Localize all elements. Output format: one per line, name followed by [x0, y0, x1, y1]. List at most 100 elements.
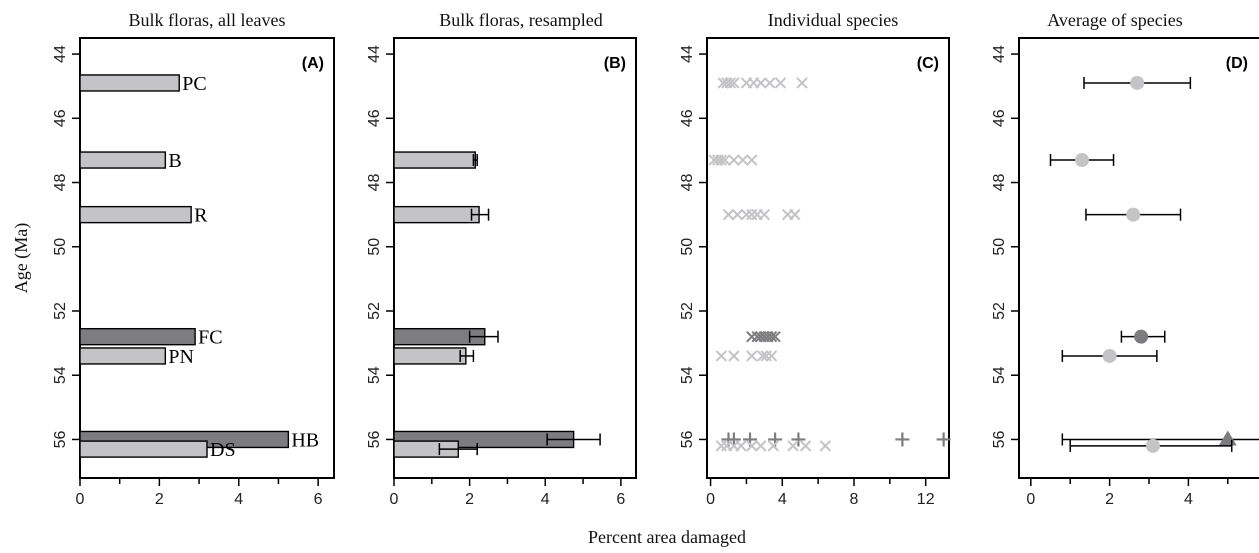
- panel-c-y-tick-label: 50: [679, 238, 696, 256]
- panel-c-point-plus: [791, 432, 806, 447]
- panel-c-frame: [706, 37, 950, 479]
- panel-d-point-circle: [1102, 348, 1117, 363]
- panel-a-x-tick-label: 4: [234, 491, 243, 508]
- panel-a-site-label: DS: [210, 439, 236, 461]
- panel-c-point-cross: [731, 208, 744, 221]
- panel-c-y-tick-label: 56: [679, 430, 696, 448]
- panel-a-bar: [79, 74, 180, 92]
- panel-d-point-circle: [1126, 207, 1141, 222]
- panel-c-point-cross: [799, 440, 812, 452]
- panel-a-site-label: PC: [182, 73, 206, 95]
- panel-a-y-tick-label: 46: [52, 109, 69, 127]
- panel-b-bar: [393, 151, 476, 169]
- panel-d-y-tick-label: 52: [991, 302, 1008, 320]
- panel-c-point-plus: [895, 432, 910, 447]
- panel-a-bar: [79, 347, 167, 365]
- panel-c-point-cross: [774, 77, 787, 89]
- panel-d-point-triangle: [1218, 430, 1237, 446]
- panel-b-x-tick-label: 6: [616, 491, 625, 508]
- panel-a-x-tick-label: 0: [76, 491, 85, 508]
- panel-c-point-cross: [819, 440, 832, 452]
- panel-c-point-cross: [746, 208, 758, 221]
- panel-c-label: (C): [917, 55, 939, 72]
- panel-b-y-tick-label: 54: [366, 366, 383, 384]
- panel-c-point-cross: [737, 154, 749, 166]
- panel-c-point-cross: [740, 208, 753, 221]
- panel-c-point-cross: [755, 440, 767, 452]
- panel-a-title: Bulk floras, all leaves: [129, 10, 286, 30]
- panel-d-x-tick-label: 0: [1026, 491, 1035, 508]
- panel-c-point-cross: [746, 330, 758, 343]
- panel-c-point-plus: [726, 432, 741, 447]
- panel-c-point-cross: [764, 77, 776, 89]
- panel-a-site-label: PN: [168, 346, 194, 368]
- panel-a-bar: [79, 205, 192, 224]
- panel-c-x-tick-label: 8: [850, 491, 859, 508]
- panel-b-x-tick-label: 2: [465, 491, 474, 508]
- panel-c-x-tick-label: 0: [706, 491, 715, 508]
- panel-b: Bulk floras, resampled (B) 0 2 4 6444648505…: [366, 10, 637, 508]
- panel-c-point-cross: [756, 350, 769, 362]
- panel-c-point-cross: [746, 154, 758, 166]
- panel-b-bar: [393, 347, 467, 365]
- panel-d-point-circle: [1075, 153, 1090, 168]
- panel-c-point-cross: [715, 154, 728, 166]
- panel-a-y-tick-label: 56: [52, 430, 69, 448]
- panel-a-site-label: HB: [291, 429, 319, 451]
- panel-d-x-tick-label: 4: [1184, 491, 1193, 508]
- panel-d-label: (D): [1226, 55, 1248, 72]
- panel-c-x-tick-label: 12: [917, 491, 935, 508]
- panel-c-point-cross: [765, 330, 778, 343]
- panel-c-point-cross: [789, 208, 801, 221]
- panel-c-point-cross: [722, 208, 735, 221]
- panel-c-point-cross: [746, 350, 758, 362]
- panel-c-x-tick-label: 4: [778, 491, 787, 508]
- panel-a: Bulk floras, all leaves (A) 0 2 4 644464850…: [52, 10, 335, 508]
- panel-c-point-cross: [715, 350, 728, 362]
- panel-c-point-plus: [936, 432, 951, 447]
- panel-d-x-tick-label: 2: [1105, 491, 1114, 508]
- panel-b-y-tick-label: 52: [366, 302, 383, 320]
- panel-a-bar: [79, 327, 196, 346]
- panel-c-title: Individual species: [768, 10, 898, 30]
- panel-c-point-cross: [735, 440, 747, 452]
- panel-c-y-tick-label: 52: [679, 302, 696, 320]
- panel-b-x-tick-label: 4: [541, 491, 550, 508]
- panel-b-frame: [393, 37, 637, 479]
- panel-b-y-tick-label: 48: [366, 174, 383, 192]
- panel-d-y-tick-label: 54: [991, 366, 1008, 384]
- panel-c-point-cross: [755, 77, 767, 89]
- panel-b-y-tick-label: 44: [366, 45, 383, 63]
- panel-b-y-tick-label: 56: [366, 430, 383, 448]
- panel-a-y-tick-label: 52: [52, 302, 69, 320]
- panel-c-point-cross: [715, 440, 728, 452]
- panel-d-y-tick-label: 48: [991, 174, 1008, 192]
- panel-a-site-label: R: [194, 205, 208, 227]
- panel-c-point-cross: [746, 440, 758, 452]
- panel-d-y-tick-label: 44: [991, 45, 1008, 63]
- panel-a-y-tick-label: 48: [52, 174, 69, 192]
- panel-a-frame: [79, 37, 335, 479]
- panel-c-y-tick-label: 48: [679, 174, 696, 192]
- panel-d-y-tick-label: 46: [991, 109, 1008, 127]
- panel-c-y-tick-label: 44: [679, 45, 696, 63]
- panel-d-point-circle: [1134, 329, 1149, 344]
- panel-c-point-cross: [767, 440, 780, 452]
- panel-c-point-cross: [765, 350, 778, 362]
- panel-c-point-cross: [724, 77, 737, 89]
- panel-a-y-tick-label: 44: [52, 45, 69, 63]
- panel-a-y-tick-label: 50: [52, 238, 69, 256]
- panel-a-bar: [79, 440, 208, 458]
- panel-c-point-cross: [719, 154, 731, 166]
- panel-a-y-tick-label: 54: [52, 366, 69, 384]
- panel-c-y-tick-label: 46: [679, 109, 696, 127]
- panel-d-y-tick-label: 50: [991, 238, 1008, 256]
- y-axis-title: Age (Ma): [11, 223, 32, 293]
- panel-d-y-tick-label: 56: [991, 430, 1008, 448]
- panel-c-point-cross: [787, 440, 799, 452]
- panel-b-title: Bulk floras, resampled: [439, 10, 602, 30]
- panel-d-frame: [1018, 37, 1259, 479]
- panel-b-y-tick-label: 50: [366, 238, 383, 256]
- panel-c-point-cross: [728, 154, 740, 166]
- panel-a-x-tick-label: 6: [314, 491, 323, 508]
